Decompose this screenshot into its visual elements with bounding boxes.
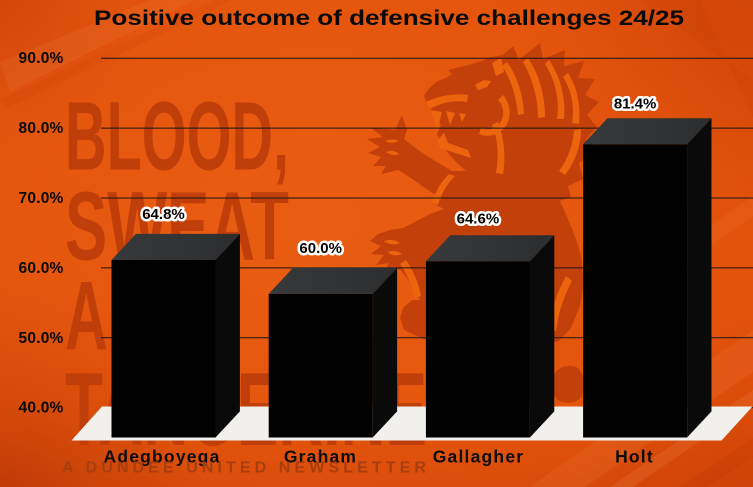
svg-text:BLOOD,: BLOOD,	[65, 82, 289, 191]
svg-text:Holt: Holt	[615, 447, 654, 467]
svg-text:Gallagher: Gallagher	[433, 447, 525, 467]
svg-text:64.6%: 64.6%	[457, 211, 500, 228]
svg-text:70.0%: 70.0%	[19, 190, 64, 207]
svg-text:Positive outcome of defensive: Positive outcome of defensive challenges…	[94, 7, 684, 30]
svg-text:A DUNDEE UNITED NEWSLETTER: A DUNDEE UNITED NEWSLETTER	[62, 460, 430, 477]
svg-text:60.0%: 60.0%	[299, 240, 342, 257]
svg-text:81.4%: 81.4%	[614, 96, 657, 113]
svg-text:90.0%: 90.0%	[19, 50, 64, 67]
svg-text:Adegboyega: Adegboyega	[103, 447, 220, 467]
svg-text:40.0%: 40.0%	[19, 400, 64, 417]
svg-text:64.8%: 64.8%	[142, 206, 185, 223]
svg-text:Graham: Graham	[284, 447, 357, 467]
svg-text:80.0%: 80.0%	[19, 120, 64, 137]
svg-text:50.0%: 50.0%	[19, 330, 64, 347]
svg-text:60.0%: 60.0%	[19, 260, 64, 277]
